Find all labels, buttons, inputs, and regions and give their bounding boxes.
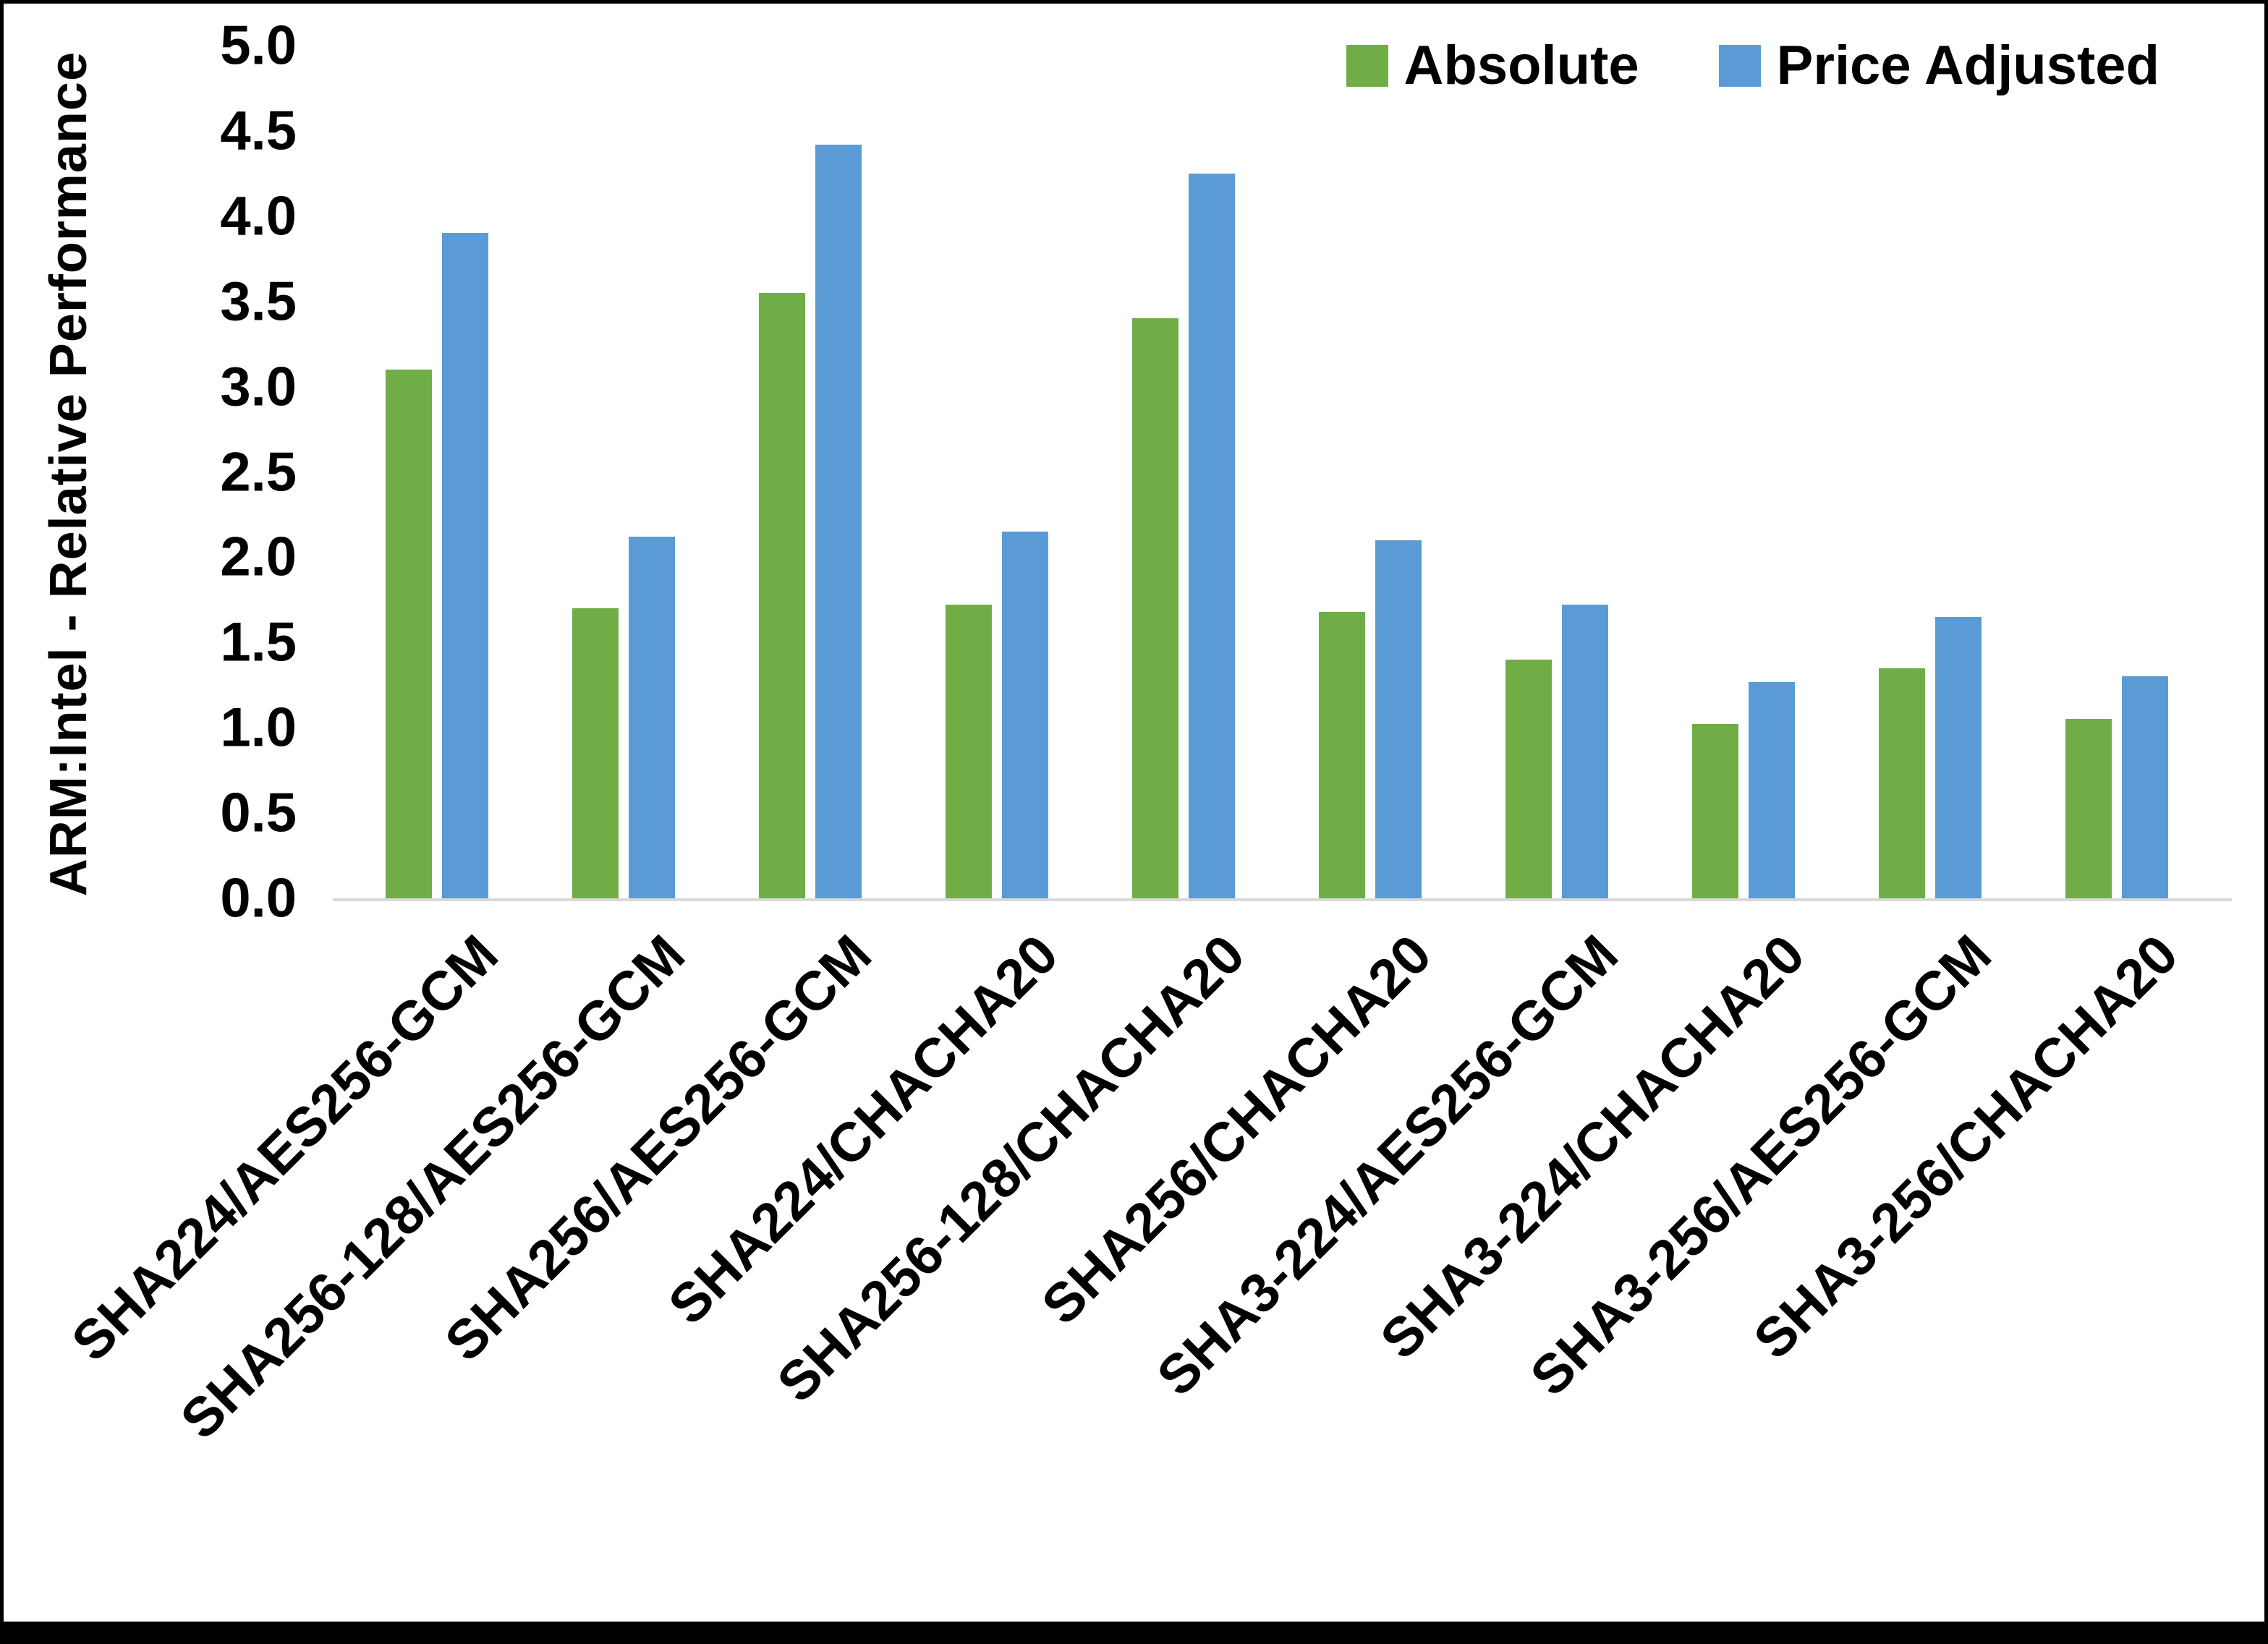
legend-label-absolute: Absolute	[1403, 35, 1639, 96]
bar-group	[1464, 46, 1650, 898]
plot-area	[344, 46, 2210, 898]
bar-group	[344, 46, 530, 898]
bar-absolute	[386, 370, 432, 898]
legend: Absolute Price Adjusted	[1346, 34, 2159, 97]
y-axis-ticks: 0.0 0.5 1.0 1.5 2.0 2.5 3.0 3.5 4.0 4.5 5.0	[112, 4, 297, 1640]
legend-swatch-price-adjusted-icon	[1718, 44, 1761, 87]
bar-absolute	[2065, 719, 2112, 898]
category-label: SHA256-128/CHACHA20	[765, 923, 1257, 1415]
category-label: SHA3-256/AES256-GCM	[1519, 923, 2003, 1408]
legend-item-absolute: Absolute	[1346, 34, 1639, 97]
bar-group	[2023, 46, 2210, 898]
x-axis-line	[333, 898, 2232, 901]
y-axis-title-wrap: ARM:Intel - Relative Performance	[25, 43, 112, 904]
bar-group	[717, 46, 904, 898]
category-label: SHA224/CHACHA20	[657, 923, 1070, 1337]
bar-price-adjusted	[2122, 676, 2168, 898]
bar-price-adjusted	[1935, 616, 1982, 898]
y-tick-label: 0.0	[220, 867, 297, 929]
bar-group	[1650, 46, 1837, 898]
bottom-border	[4, 1622, 2264, 1640]
legend-swatch-absolute-icon	[1346, 44, 1388, 87]
bar-group	[1277, 46, 1464, 898]
bar-price-adjusted	[442, 233, 488, 898]
bar-absolute	[1879, 668, 1925, 898]
category-label: SHA3-224/CHACHA20	[1369, 923, 1817, 1371]
bar-absolute	[1319, 611, 1365, 898]
y-tick-label: 2.5	[220, 441, 297, 503]
y-tick-label: 1.0	[220, 697, 297, 759]
legend-label-price-adjusted: Price Adjusted	[1776, 35, 2159, 96]
y-axis-title: ARM:Intel - Relative Performance	[40, 51, 98, 897]
bar-group	[1837, 46, 2023, 898]
category-label: SHA256/CHACHA20	[1030, 923, 1443, 1337]
bar-group	[530, 46, 717, 898]
category-label: SHA3-256/CHACHA20	[1742, 923, 2190, 1371]
y-tick-label: 3.0	[220, 356, 297, 418]
bar-price-adjusted	[1375, 540, 1422, 898]
y-tick-label: 0.5	[220, 782, 297, 844]
legend-item-price-adjusted: Price Adjusted	[1718, 34, 2159, 97]
y-tick-label: 4.5	[220, 100, 297, 162]
bar-absolute	[759, 292, 805, 898]
y-tick-label: 2.0	[220, 526, 297, 588]
bar-absolute	[572, 608, 619, 898]
bar-price-adjusted	[629, 537, 675, 898]
bar-absolute	[1505, 659, 1552, 898]
y-tick-label: 3.5	[220, 271, 297, 333]
bar-group	[904, 46, 1090, 898]
bar-price-adjusted	[1189, 173, 1235, 898]
bar-absolute	[1132, 318, 1178, 898]
bar-absolute	[1692, 724, 1738, 898]
bar-price-adjusted	[815, 144, 862, 898]
y-tick-label: 4.0	[220, 185, 297, 247]
bar-price-adjusted	[1749, 681, 1795, 898]
category-label: SHA3-224/AES256-GCM	[1145, 923, 1630, 1408]
y-tick-label: 1.5	[220, 611, 297, 673]
category-label: SHA256/AES256-GCM	[433, 923, 883, 1373]
y-tick-label: 5.0	[220, 14, 297, 77]
bar-absolute	[946, 605, 992, 898]
bar-price-adjusted	[1002, 532, 1048, 898]
bar-group	[1090, 46, 1277, 898]
bar-price-adjusted	[1562, 605, 1608, 898]
